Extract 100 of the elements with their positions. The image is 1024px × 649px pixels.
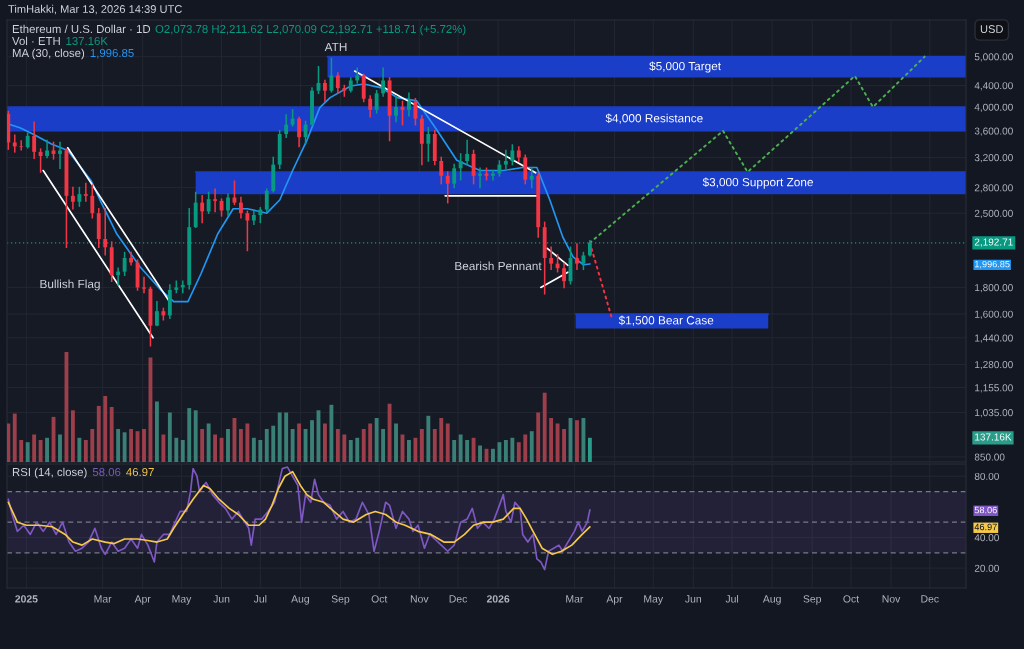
candlestick [58, 141, 62, 170]
bar [342, 434, 347, 462]
bar [187, 408, 192, 462]
x-tick-label: Jul [725, 594, 739, 603]
candlestick [77, 186, 82, 207]
candlestick [206, 191, 211, 214]
bar [122, 432, 127, 462]
x-tick-label: Aug [291, 595, 309, 605]
y-tick-label: 1,280.00 [975, 361, 1013, 370]
candlestick [129, 251, 134, 266]
annotation: MA (30, close) [12, 48, 85, 60]
bar [348, 440, 353, 462]
text: TimHakki, Mar 13, 2026 14:39 UTC [8, 4, 182, 15]
x-tick-label: Oct [843, 595, 859, 603]
bar [251, 437, 256, 462]
candlestick [523, 154, 528, 185]
bar [452, 440, 457, 462]
y-tick-label: 1,600.00 [975, 310, 1013, 319]
annotation: 58.06 [92, 467, 121, 477]
bar [381, 429, 386, 462]
line-series [588, 55, 926, 244]
bar [413, 437, 418, 462]
bar [90, 429, 95, 462]
y-tick-label: 4,400.00 [974, 82, 1013, 91]
bar [555, 423, 560, 462]
bar [323, 423, 327, 462]
series-label: $3,000 Support Zone [702, 177, 813, 189]
bar [549, 418, 554, 462]
bar [536, 412, 541, 462]
candlestick [471, 149, 476, 185]
y-tick-label: 5,000.00 [974, 53, 1013, 62]
bar [310, 420, 314, 462]
bar [193, 410, 198, 462]
bar [58, 434, 62, 462]
candlestick [374, 89, 379, 114]
bar [335, 429, 340, 462]
bar [516, 442, 521, 462]
bar [297, 423, 302, 462]
candlestick [394, 95, 398, 123]
bar [180, 440, 185, 462]
candlestick [239, 196, 243, 219]
candlestick [19, 140, 24, 151]
x-tick-label: Dec [921, 595, 939, 603]
annotation: 137.16K [66, 36, 108, 46]
y-tick-label: 40.00 [974, 534, 999, 542]
bar [458, 434, 463, 462]
y-tick-label: 3,600.00 [974, 127, 1013, 136]
ref-line-label: 2,192.71 [974, 238, 1013, 247]
bar [45, 437, 49, 462]
bar [439, 418, 444, 462]
bar [284, 412, 289, 462]
bar [213, 434, 218, 462]
bar [426, 415, 431, 462]
x-tick-label: Mar [94, 595, 112, 603]
bar [355, 437, 360, 462]
y-tick-label: 2,500.00 [974, 209, 1013, 219]
x-tick-label: Apr [606, 595, 623, 605]
candlestick [413, 97, 418, 126]
bar [387, 403, 392, 462]
candlestick [562, 262, 566, 289]
candlestick [503, 149, 508, 170]
x-tick-label: Oct [371, 595, 388, 603]
line-series [7, 466, 591, 571]
candlestick [103, 207, 108, 256]
chart-title: RSI (14, close) [12, 467, 87, 479]
annotation: Bearish Pennant [455, 261, 542, 271]
bar [25, 442, 30, 462]
series-label: $4,000 Resistance [605, 113, 703, 124]
bar [374, 418, 379, 462]
bar [497, 442, 502, 462]
candlestick [575, 243, 579, 271]
candlestick [90, 184, 95, 219]
bar [587, 437, 592, 462]
y-tick-label: 4,000.00 [974, 103, 1013, 112]
candlestick [226, 193, 230, 216]
bar [523, 434, 528, 462]
candlestick [284, 114, 289, 138]
candlestick [142, 276, 146, 294]
bar [478, 445, 482, 462]
x-tick-label: Jun [685, 595, 702, 603]
bar [445, 423, 450, 462]
bar [290, 429, 295, 462]
candlestick [529, 167, 534, 189]
annotation: O2,073.78 H2,211.62 L2,070.09 C2,192.71 +118.71 (+5.72%) [155, 24, 466, 36]
bar [161, 434, 166, 462]
annotation: 46.97 [126, 467, 154, 477]
bar [419, 429, 424, 462]
candlestick [297, 116, 302, 148]
y-tick-label: 20.00 [974, 564, 999, 572]
x-tick-label: 2025 [15, 595, 38, 603]
candlestick [510, 144, 515, 166]
x-tick-label: Nov [882, 595, 901, 603]
candlestick [38, 148, 43, 173]
annotation: 1,996.85 [90, 48, 134, 59]
bar [116, 429, 121, 462]
y-tick-label: 850.00 [974, 453, 1005, 461]
bar [465, 440, 470, 462]
y-tick-label: 58.06 [974, 506, 997, 514]
bar [174, 437, 179, 462]
candlestick [122, 251, 127, 276]
